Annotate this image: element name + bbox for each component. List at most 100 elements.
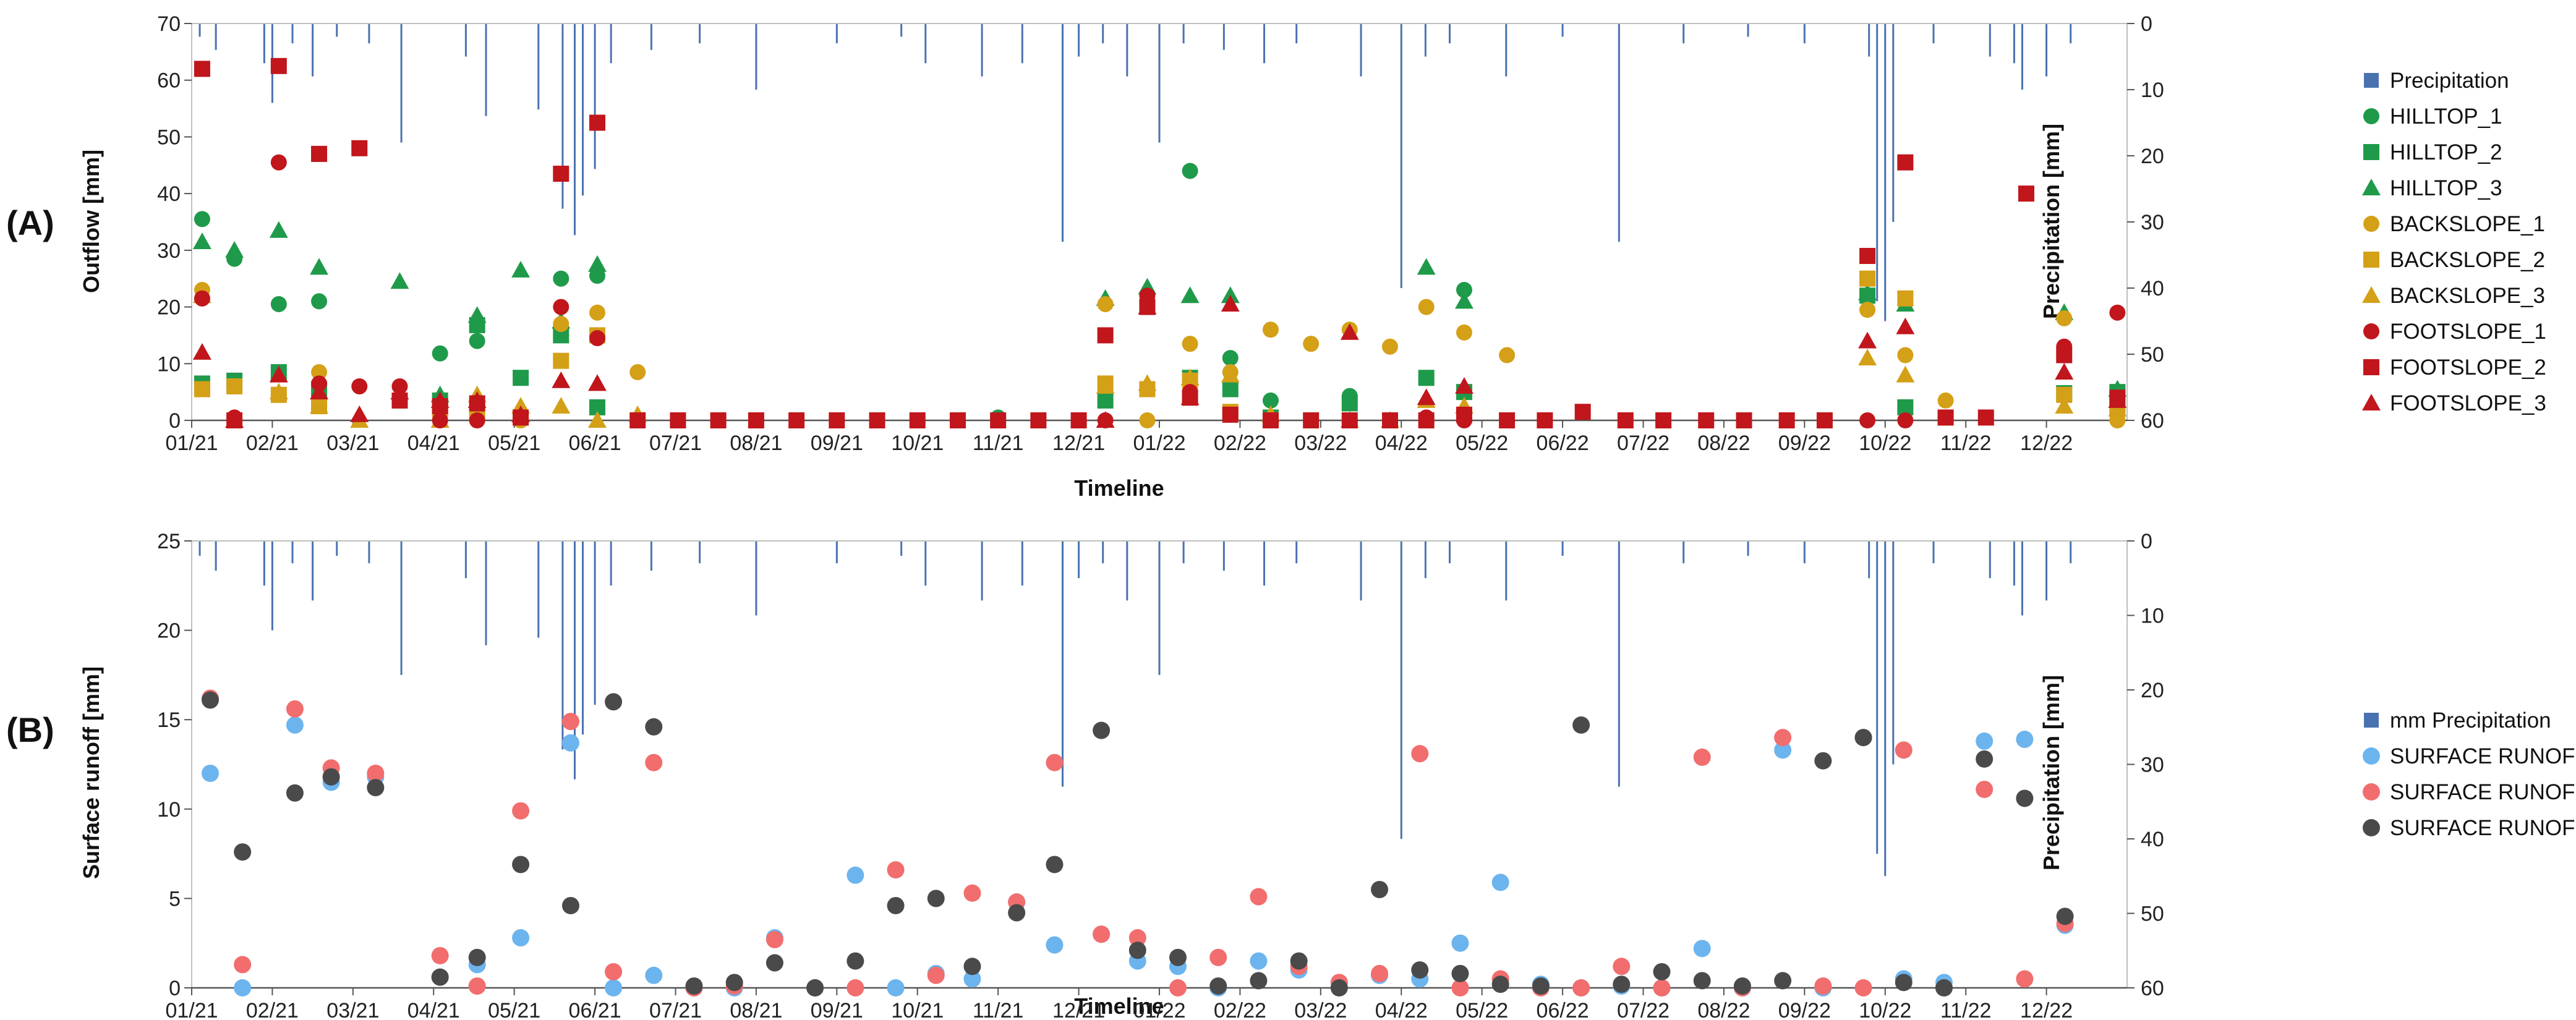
point-footslope-1 bbox=[1897, 412, 1914, 428]
x-tick-label: 11/22 bbox=[1940, 999, 1992, 1020]
point-footslope-2 bbox=[788, 412, 805, 428]
point-hilltop-3 bbox=[588, 255, 607, 272]
legend-label: SURFACE RUNOFF_3 bbox=[2390, 816, 2576, 840]
point-hilltop-3 bbox=[1417, 258, 1436, 275]
point-footslope-3 bbox=[269, 365, 288, 383]
point-surface-runoff-2 bbox=[1976, 780, 1994, 798]
legend-label: FOOTSLOPE_2 bbox=[2390, 355, 2546, 380]
point-footslope-3 bbox=[1180, 388, 1200, 406]
point-backslope-3 bbox=[511, 397, 531, 414]
point-surface-runoff-3 bbox=[286, 784, 304, 802]
x-tick-label: 04/21 bbox=[407, 431, 460, 455]
point-footslope-2 bbox=[1262, 412, 1279, 428]
point-surface-runoff-3 bbox=[1733, 977, 1751, 995]
x-tick-label: 04/21 bbox=[407, 999, 460, 1020]
point-surface-runoff-3 bbox=[1451, 964, 1469, 982]
legend-item-surface-runoff-1: SURFACE RUNOFF_1 bbox=[2363, 744, 2576, 768]
point-surface-runoff-1 bbox=[1046, 936, 1064, 954]
point-footslope-2 bbox=[1859, 248, 1876, 265]
point-surface-runoff-3 bbox=[1371, 880, 1389, 898]
point-surface-runoff-3 bbox=[685, 977, 703, 995]
y-tick-label: 0 bbox=[169, 409, 181, 433]
series-footslope-3 bbox=[193, 295, 2127, 428]
point-footslope-2 bbox=[629, 412, 646, 428]
point-footslope-2 bbox=[748, 412, 764, 428]
legend-marker bbox=[2363, 252, 2379, 268]
point-surface-runoff-3 bbox=[468, 948, 486, 966]
point-surface-runoff-3 bbox=[512, 856, 530, 873]
point-surface-runoff-3 bbox=[766, 954, 783, 972]
point-surface-runoff-2 bbox=[1854, 979, 1872, 997]
point-hilltop-1 bbox=[1182, 163, 1198, 179]
x-tick-label: 05/21 bbox=[488, 431, 540, 455]
point-surface-runoff-1 bbox=[512, 929, 530, 947]
point-footslope-2 bbox=[1456, 406, 1472, 423]
point-surface-runoff-3 bbox=[1411, 961, 1429, 979]
point-surface-runoff-3 bbox=[806, 979, 824, 997]
x-tick-label: 11/22 bbox=[1940, 431, 1992, 455]
point-surface-runoff-2 bbox=[286, 700, 304, 718]
y2-tick-label: 20 bbox=[2141, 145, 2164, 168]
point-footslope-3 bbox=[1138, 297, 1157, 315]
point-backslope-3 bbox=[269, 383, 288, 400]
point-footslope-1 bbox=[589, 330, 605, 347]
x-tick-label: 10/22 bbox=[1859, 431, 1911, 455]
point-footslope-3 bbox=[225, 411, 244, 428]
legend-item-surface-runoff-3: SURFACE RUNOFF_3 bbox=[2363, 816, 2576, 840]
y-tick-label: 10 bbox=[157, 798, 181, 822]
panel-b-y2-axis-title: Precipitation [mm] bbox=[2039, 675, 2064, 870]
point-surface-runoff-3 bbox=[2056, 907, 2074, 925]
point-footslope-1 bbox=[270, 154, 287, 171]
point-footslope-3 bbox=[552, 371, 571, 388]
point-surface-runoff-3 bbox=[645, 718, 663, 736]
legend-marker bbox=[2363, 108, 2379, 124]
legend-item-footslope-1: FOOTSLOPE_1 bbox=[2363, 320, 2546, 344]
y2-tick-label: 60 bbox=[2141, 977, 2164, 1000]
point-footslope-1 bbox=[469, 412, 485, 428]
y2-tick-label: 0 bbox=[2141, 12, 2152, 36]
point-backslope-1 bbox=[1262, 321, 1279, 338]
legend-marker bbox=[2363, 747, 2380, 765]
point-footslope-1 bbox=[351, 378, 368, 394]
x-tick-label: 07/21 bbox=[649, 431, 702, 455]
point-surface-runoff-3 bbox=[201, 691, 219, 709]
point-hilltop-1 bbox=[1222, 350, 1239, 367]
legend-label: HILLTOP_2 bbox=[2390, 140, 2502, 164]
point-hilltop-2 bbox=[1222, 381, 1239, 397]
legend-label: BACKSLOPE_2 bbox=[2390, 248, 2545, 272]
point-backslope-1 bbox=[589, 304, 605, 321]
point-hilltop-3 bbox=[1180, 286, 1200, 304]
point-backslope-3 bbox=[1138, 374, 1157, 391]
y-tick-label: 15 bbox=[157, 708, 181, 732]
point-hilltop-1 bbox=[270, 295, 287, 312]
legend-label: mm Precipitation bbox=[2390, 708, 2551, 733]
point-footslope-2 bbox=[311, 145, 328, 162]
point-footslope-1 bbox=[1859, 412, 1876, 428]
point-surface-runoff-3 bbox=[1935, 979, 1953, 997]
y2-tick-label: 30 bbox=[2141, 754, 2164, 777]
point-surface-runoff-3 bbox=[1491, 975, 1509, 993]
point-surface-runoff-2 bbox=[1814, 977, 1832, 995]
x-tick-label: 03/21 bbox=[326, 999, 379, 1020]
point-footslope-1 bbox=[432, 412, 448, 428]
point-surface-runoff-1 bbox=[1250, 952, 1268, 970]
point-footslope-2 bbox=[909, 412, 926, 428]
point-backslope-1 bbox=[1859, 302, 1876, 318]
panel-b-precipitation-bars bbox=[198, 541, 2072, 877]
legend-label: HILLTOP_1 bbox=[2390, 104, 2502, 129]
y2-tick-label: 10 bbox=[2141, 605, 2164, 628]
panel-b-legend: mm Precipitation SURFACE RUNOFF_1 SURFACE … bbox=[2363, 708, 2576, 840]
point-footslope-2 bbox=[1897, 154, 1914, 171]
point-footslope-3 bbox=[2055, 363, 2074, 380]
point-footslope-3 bbox=[588, 374, 607, 391]
y-tick-label: 30 bbox=[157, 239, 181, 263]
x-tick-label: 12/21 bbox=[1052, 431, 1105, 455]
point-footslope-2 bbox=[1617, 412, 1634, 428]
point-footslope-2 bbox=[1222, 406, 1239, 423]
legend-item-hilltop-3: HILLTOP_3 bbox=[2362, 176, 2502, 200]
panel-a-y2-axis-title: Precipitation [mm] bbox=[2039, 124, 2064, 319]
legend-marker bbox=[2362, 394, 2381, 410]
point-surface-runoff-2 bbox=[1653, 979, 1671, 997]
panel-b: (B) Surface runoff [mm] Precipitation [m… bbox=[6, 530, 2576, 1020]
panel-a-data-points bbox=[193, 57, 2127, 428]
